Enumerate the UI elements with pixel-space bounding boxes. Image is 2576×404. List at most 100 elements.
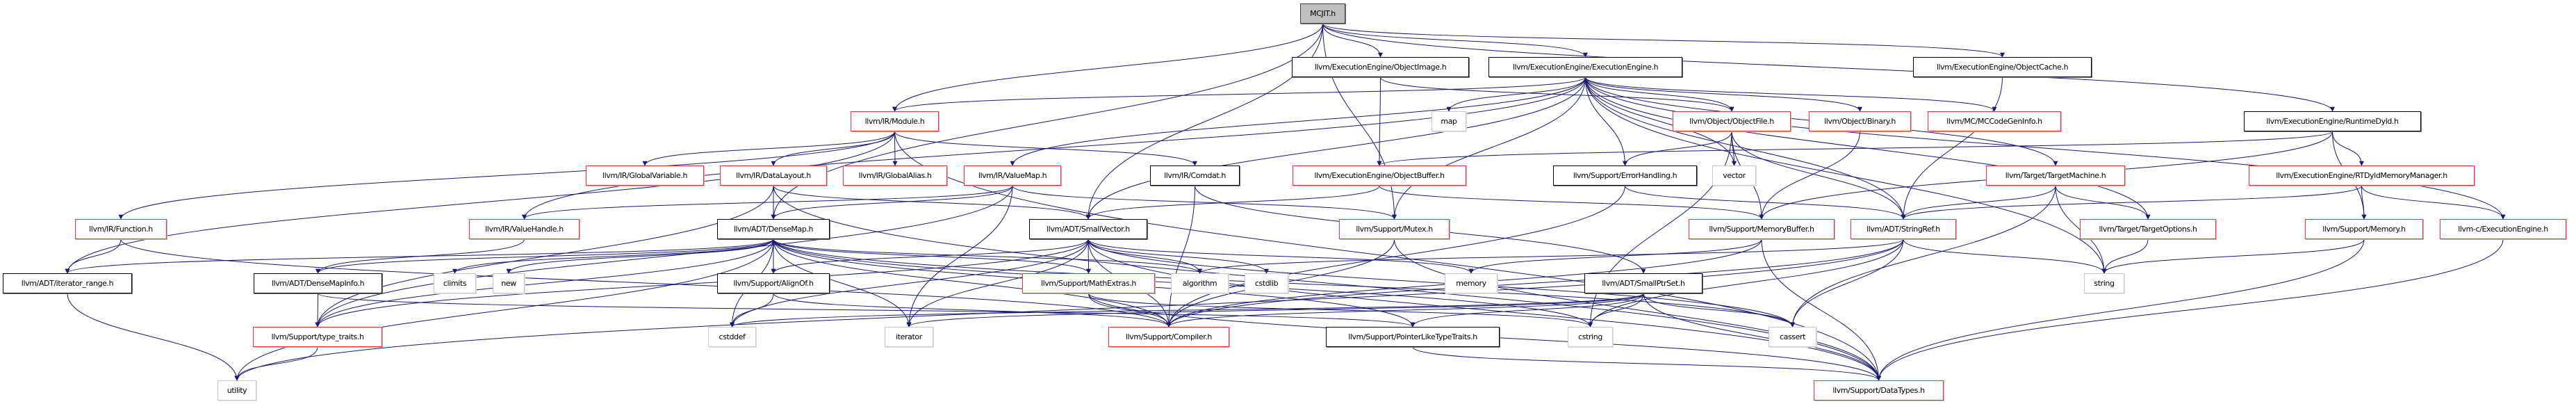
edge-n6-n16 — [1623, 131, 1732, 166]
edge-n4-n11 — [771, 131, 895, 166]
edge-n9-n15 — [1377, 131, 2333, 166]
graph-node[interactable]: llvm/ADT/SmallPtrSet.h — [1584, 273, 1703, 293]
graph-node-label: llvm/ExecutionEngine/ObjectImage.h — [1314, 63, 1447, 72]
graph-node-label: llvm-c/ExecutionEngine.h — [2458, 225, 2548, 234]
graph-node[interactable]: llvm/Support/MemoryBuffer.h — [1689, 219, 1835, 239]
edge-n13-n22 — [771, 185, 1013, 220]
edge-n16-n44 — [1166, 185, 1625, 328]
edge-n39-n43 — [906, 293, 1644, 328]
edge-n24-n49 — [1394, 239, 1881, 381]
graph-node[interactable]: llvm/ExecutionEngine/RTDyldMemoryManager… — [2249, 165, 2475, 186]
edge-n18-n47 — [1790, 185, 2056, 328]
graph-node[interactable]: llvm/ExecutionEngine/ObjectBuffer.h — [1293, 165, 1466, 186]
graph-node-label: llvm/ADT/StringRef.h — [1867, 225, 1940, 234]
edge-n2-n16 — [1585, 76, 1627, 166]
graph-node-label: llvm/IR/Function.h — [89, 225, 153, 234]
edge-n2-n40 — [1585, 76, 2107, 274]
graph-node[interactable]: llvm/ExecutionEngine/ExecutionEngine.h — [1488, 57, 1682, 77]
graph-node-label: llvm/Support/Compiler.h — [1125, 332, 1212, 341]
graph-node[interactable]: llvm/Support/PointerLikeTypeTraits.h — [1326, 327, 1500, 347]
edge-n35-n46 — [1088, 293, 1593, 328]
graph-node: climits — [434, 273, 476, 293]
graph-node[interactable]: llvm/ADT/iterator_range.h — [3, 273, 132, 293]
edge-n7-n25 — [1759, 131, 1860, 220]
graph-node[interactable]: llvm/IR/GlobalAlias.h — [843, 165, 947, 186]
graph-node: utility — [218, 380, 256, 401]
graph-node[interactable]: llvm/ExecutionEngine/ObjectImage.h — [1292, 57, 1469, 77]
graph-node-label: llvm/IR/Comdat.h — [1164, 171, 1226, 180]
graph-node[interactable]: llvm/Support/AlignOf.h — [717, 273, 830, 293]
graph-node[interactable]: llvm/Support/ErrorHandling.h — [1553, 165, 1697, 186]
graph-node-label: map — [1441, 117, 1457, 126]
graph-node[interactable]: llvm/IR/Comdat.h — [1150, 165, 1240, 186]
graph-node[interactable]: llvm/ADT/SmallVector.h — [1029, 219, 1147, 239]
graph-node[interactable]: llvm/ADT/DenseMapInfo.h — [254, 273, 382, 293]
graph-node[interactable]: llvm/ExecutionEngine/ObjectCache.h — [1913, 57, 2092, 77]
graph-node[interactable]: llvm/Support/MathExtras.h — [1022, 273, 1155, 293]
graph-node: memory — [1445, 273, 1498, 293]
edge-n19-n29 — [2361, 185, 2506, 220]
graph-node[interactable]: llvm/IR/Module.h — [851, 111, 939, 131]
edge-n26-n40 — [1903, 239, 2107, 274]
edge-n39-n42 — [730, 293, 1644, 328]
graph-node[interactable]: llvm/Target/TargetMachine.h — [1986, 165, 2125, 186]
edge-n25-n38 — [1468, 239, 1762, 274]
graph-node[interactable]: llvm/Object/Binary.h — [1809, 111, 1911, 131]
graph-node[interactable]: llvm-c/ExecutionEngine.h — [2440, 219, 2566, 239]
graph-node[interactable]: llvm/Support/Compiler.h — [1108, 327, 1229, 347]
graph-node[interactable]: llvm/ADT/StringRef.h — [1851, 219, 1956, 239]
edge-n39-n46 — [1588, 293, 1644, 328]
graph-node: cstdlib — [1245, 273, 1288, 293]
graph-node[interactable]: llvm/ADT/DenseMap.h — [717, 219, 830, 239]
edge-n23-n47 — [1088, 239, 1795, 328]
graph-node[interactable]: llvm/Support/Mutex.h — [1339, 219, 1450, 239]
graph-node[interactable]: llvm/Target/TargetOptions.h — [2080, 219, 2216, 239]
edge-n3-n26 — [1901, 76, 2003, 220]
graph-node[interactable]: llvm/Support/Memory.h — [2305, 219, 2423, 239]
graph-node[interactable]: llvm/MC/MCCodeGenInfo.h — [1928, 111, 2061, 131]
graph-node[interactable]: llvm/IR/ValueHandle.h — [469, 219, 580, 239]
edge-n30-n48 — [67, 293, 240, 381]
graph-node: string — [2084, 273, 2124, 293]
edge-n2-n7 — [1585, 76, 1862, 112]
edge-n28-n40 — [2101, 239, 2365, 274]
edge-n2-n5 — [1446, 76, 1586, 112]
graph-node[interactable]: llvm/ExecutionEngine/RuntimeDyld.h — [2244, 111, 2421, 131]
edge-n0-n3 — [1322, 23, 2005, 58]
graph-node-root[interactable]: MCJIT.h — [1300, 3, 1345, 24]
graph-node: new — [493, 273, 525, 293]
graph-node-label: llvm/Support/DataTypes.h — [1832, 386, 1925, 395]
graph-node[interactable]: llvm/IR/ValueMap.h — [964, 165, 1061, 186]
graph-node-label: new — [501, 279, 516, 288]
graph-node-label: llvm/Support/Memory.h — [2322, 225, 2406, 234]
edge-n0-n2 — [1322, 23, 1588, 58]
graph-node[interactable]: llvm/IR/DataLayout.h — [720, 165, 827, 186]
edge-n2-n6 — [1585, 76, 1734, 112]
edge-n11-n23 — [773, 185, 1091, 220]
edge-n4-n30 — [65, 131, 895, 274]
edge-n1-n15 — [1377, 76, 1382, 166]
edge-n0-n9 — [1322, 23, 2335, 112]
edge-n25-n49 — [1761, 239, 1881, 381]
graph-node-label: llvm/IR/DataLayout.h — [736, 171, 811, 180]
graph-node-label: utility — [227, 386, 247, 395]
graph-node: iterator — [885, 327, 933, 347]
edge-n18-n27 — [2055, 185, 2151, 220]
graph-node[interactable]: llvm/Support/type_traits.h — [253, 327, 382, 347]
graph-node[interactable]: llvm/IR/Function.h — [75, 219, 167, 239]
graph-node[interactable]: llvm/Support/DataTypes.h — [1814, 380, 1944, 401]
graph-node[interactable]: llvm/IR/GlobalVariable.h — [586, 165, 704, 186]
edge-n39-n45 — [1410, 293, 1644, 328]
graph-node-label: algorithm — [1182, 279, 1217, 288]
graph-node: cstddef — [708, 327, 756, 347]
edge-n27-n40 — [2101, 239, 2149, 274]
edge-n2-n29 — [1585, 76, 2506, 220]
graph-node-label: llvm/Object/ObjectFile.h — [1689, 117, 1774, 126]
edge-n39-n47 — [1643, 293, 1795, 328]
edge-n41-n48 — [234, 346, 318, 381]
graph-node-label: iterator — [896, 332, 922, 341]
graph-node-label: llvm/Support/type_traits.h — [271, 332, 364, 341]
edge-n1-n6 — [1380, 76, 1734, 112]
graph-node[interactable]: llvm/Object/ObjectFile.h — [1673, 111, 1791, 131]
